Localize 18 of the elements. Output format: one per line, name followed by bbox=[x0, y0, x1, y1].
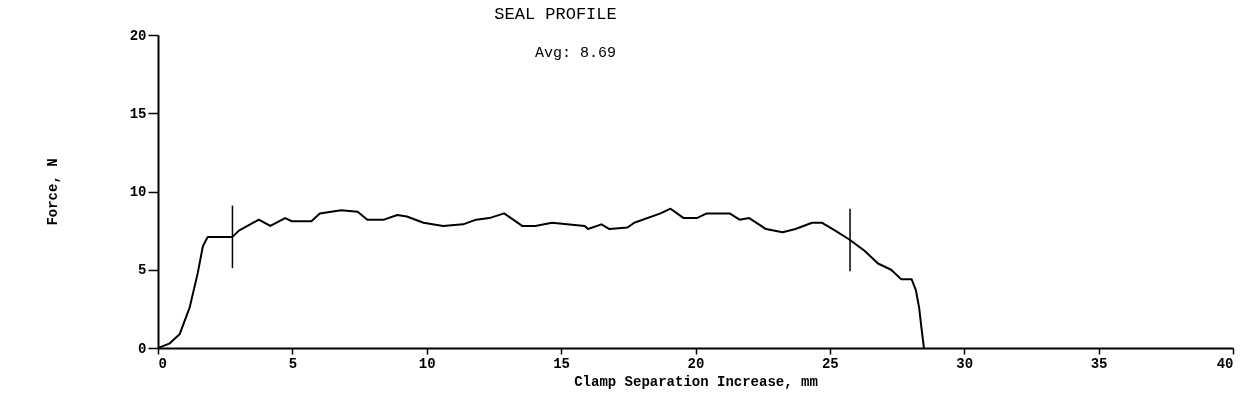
x-tick-label: 35 bbox=[1090, 355, 1108, 372]
x-tick-label: 25 bbox=[821, 355, 839, 372]
y-tick-label: 5 bbox=[138, 262, 147, 279]
y-tick-label: 0 bbox=[138, 340, 147, 357]
x-tick-label: 20 bbox=[687, 355, 705, 372]
y-axis-title: Force, N bbox=[44, 158, 61, 226]
y-tick-label: 10 bbox=[129, 184, 147, 200]
annotation: Avg: 8.69 bbox=[534, 45, 617, 62]
y-tick-label: 15 bbox=[129, 105, 147, 122]
chart-title: SEAL PROFILE bbox=[494, 5, 617, 24]
x-tick-label: 15 bbox=[553, 355, 571, 372]
y-tick-label: 20 bbox=[129, 27, 147, 44]
x-tick-label: 0 bbox=[158, 355, 167, 372]
x-tick-label: 40 bbox=[1216, 355, 1234, 372]
x-tick-label: 10 bbox=[418, 355, 436, 372]
x-tick-label: 30 bbox=[956, 355, 974, 372]
x-tick-label: 5 bbox=[288, 355, 298, 372]
x-axis-title: Clamp Separation Increase, mm bbox=[574, 373, 818, 390]
